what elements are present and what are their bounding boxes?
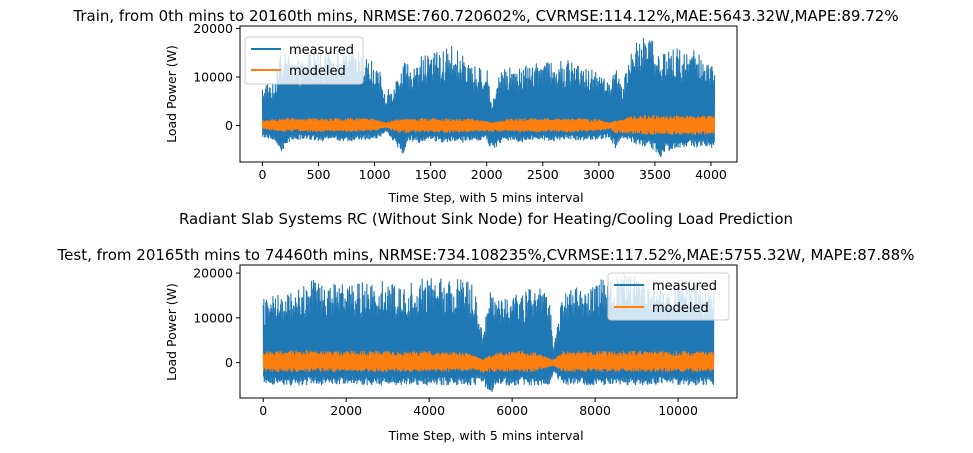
test-y-tick-label: 20000 — [193, 266, 233, 281]
test-title: Test, from 20165th mins to 74460th mins,… — [57, 246, 915, 264]
train-x-tick-label: 1500 — [415, 167, 447, 182]
test-x-tick-label: 4000 — [413, 403, 445, 418]
test-x-tick-label: 8000 — [579, 403, 611, 418]
test-x-axis-label: Time Step, with 5 mins interval — [387, 428, 583, 443]
train-x-axis-label: Time Step, with 5 mins interval — [387, 190, 583, 205]
test-x-tick-label: 10000 — [658, 403, 698, 418]
train-x-tick-label: 4000 — [695, 167, 727, 182]
train-plot-frame — [239, 25, 738, 163]
train-x-tick-label: 3000 — [583, 167, 615, 182]
test-y-ticks: 0 10000 20000 — [193, 266, 240, 370]
test-legend-label-measured: measured — [652, 279, 717, 294]
test-x-tick-label: 6000 — [496, 403, 528, 418]
train-y-tick-label: 20000 — [193, 21, 233, 36]
test-y-tick-label: 0 — [225, 355, 233, 370]
train-y-axis-label: Load Power (W) — [164, 45, 179, 143]
train-x-tick-label: 2500 — [527, 167, 559, 182]
train-axes: Train, from 0th mins to 20160th mins, NR… — [72, 7, 898, 205]
test-y-tick-label: 10000 — [193, 310, 233, 325]
train-x-tick-label: 2000 — [471, 167, 503, 182]
test-legend: measured modeled — [607, 272, 730, 321]
figure-suptitle: Radiant Slab Systems RC (Without Sink No… — [179, 210, 793, 228]
train-series-modeled — [261, 114, 716, 135]
train-x-tick-label: 500 — [307, 167, 331, 182]
test-y-axis-label: Load Power (W) — [164, 283, 179, 381]
train-legend-label-measured: measured — [289, 43, 354, 58]
test-legend-label-modeled: modeled — [652, 301, 709, 316]
test-x-tick-label: 2000 — [330, 403, 362, 418]
train-series-measured — [261, 38, 716, 157]
train-y-tick-label: 10000 — [193, 70, 233, 85]
train-legend-label-modeled: modeled — [289, 64, 346, 79]
train-title: Train, from 0th mins to 20160th mins, NR… — [72, 7, 898, 25]
test-axes: Test, from 20165th mins to 74460th mins,… — [57, 246, 915, 443]
train-y-tick-label: 0 — [225, 118, 233, 133]
test-plot-area — [262, 275, 715, 393]
test-series-modeled — [262, 349, 715, 373]
train-legend: measured modeled — [244, 36, 364, 85]
test-x-tick-label: 0 — [259, 403, 267, 418]
train-y-ticks: 0 10000 20000 — [193, 21, 240, 133]
test-x-ticks: 0 2000 4000 6000 8000 10000 — [259, 398, 698, 418]
train-x-tick-label: 1000 — [359, 167, 391, 182]
train-plot-area — [261, 38, 716, 157]
test-plot-frame — [239, 264, 738, 399]
train-x-ticks: 0 500 1000 1500 2000 2500 3000 3500 4000 — [258, 162, 727, 182]
train-x-tick-label: 3500 — [639, 167, 671, 182]
train-x-tick-label: 0 — [258, 167, 266, 182]
